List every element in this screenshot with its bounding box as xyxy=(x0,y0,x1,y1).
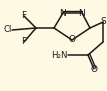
Text: N: N xyxy=(60,8,66,17)
Text: F: F xyxy=(21,37,27,47)
Text: N: N xyxy=(79,8,85,17)
Text: O: O xyxy=(68,35,76,44)
Text: S: S xyxy=(100,17,106,26)
Text: Cl: Cl xyxy=(4,25,12,34)
Text: O: O xyxy=(91,65,97,74)
Text: H₂N: H₂N xyxy=(51,51,68,60)
Text: F: F xyxy=(21,11,27,20)
